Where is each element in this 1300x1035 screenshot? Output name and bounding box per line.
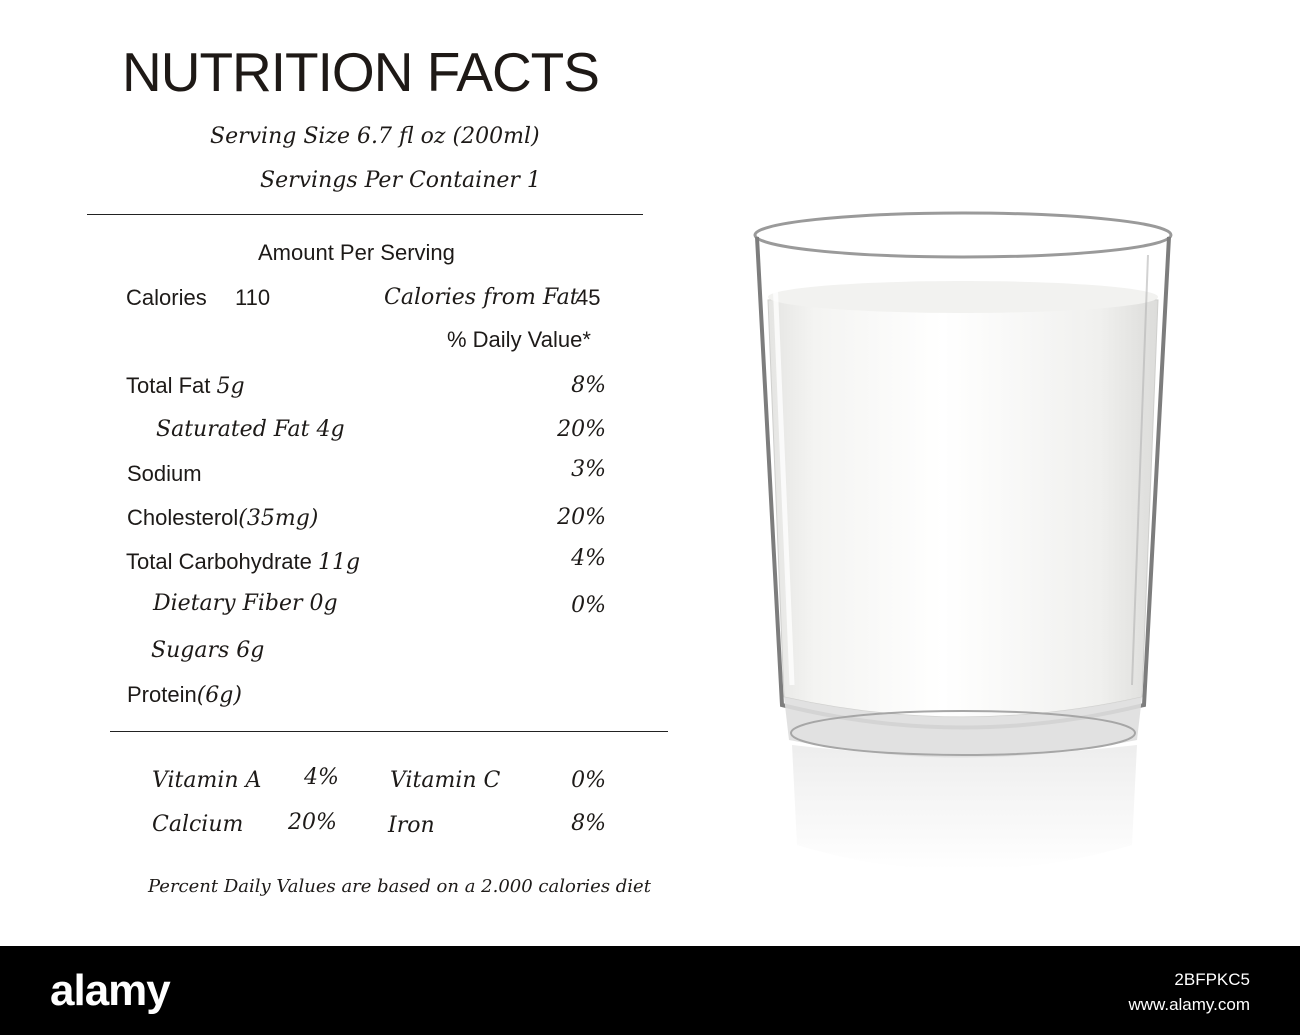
stock-url: www.alamy.com — [1128, 995, 1250, 1014]
vitamin-pct: 8% — [571, 811, 606, 836]
nutrient-name: Protein — [127, 682, 197, 707]
vitamin-pct: 20% — [288, 810, 337, 835]
nutrient-name: Sodium — [127, 461, 202, 486]
stock-logo: alamy — [50, 966, 171, 1015]
vitamin-name: Vitamin C — [390, 768, 501, 793]
vitamin-name: Vitamin A — [152, 768, 262, 793]
nutrient-amount: (35mg) — [238, 506, 319, 531]
nutrient-pct: 20% — [557, 417, 606, 442]
nutrient-amount: 0g — [309, 591, 338, 616]
stock-footer-bar — [0, 946, 1300, 1035]
nutrient-pct: 4% — [571, 546, 606, 571]
nutrient-name: Saturated Fat — [156, 417, 310, 442]
nutrient-row: Cholesterol(35mg) — [127, 505, 318, 531]
nutrient-amount: 5g — [216, 374, 245, 399]
nutrient-amount: 6g — [236, 638, 265, 663]
nutrient-pct: 20% — [557, 505, 606, 530]
nutrient-row: Sugars 6g — [151, 638, 264, 663]
nutrient-name: Dietary Fiber — [153, 591, 303, 616]
nutrient-row: Dietary Fiber 0g — [153, 591, 338, 616]
nutrient-name: Cholesterol — [127, 505, 239, 530]
divider-top — [87, 214, 643, 215]
nutrient-amount: 4g — [316, 417, 345, 442]
nutrient-row: Total Carbohydrate 11g — [126, 549, 360, 575]
calories-from-fat-value: 45 — [576, 285, 601, 310]
nutrient-row: Total Fat 5g — [126, 373, 245, 399]
nutrient-row: Protein(6g) — [127, 682, 242, 708]
nutrient-pct: 8% — [571, 373, 606, 398]
nutrient-name: Sugars — [151, 638, 230, 663]
nutrient-pct: 3% — [571, 457, 606, 482]
divider-bottom — [110, 731, 668, 732]
nutrient-pct: 0% — [571, 593, 606, 618]
amount-per-serving: Amount Per Serving — [258, 240, 455, 265]
vitamin-name: Calcium — [152, 812, 244, 837]
label-title: NUTRITION FACTS — [122, 41, 600, 103]
nutrient-amount: 11g — [318, 550, 361, 575]
daily-value-header: % Daily Value* — [447, 327, 591, 352]
vitamin-name: Iron — [388, 813, 435, 838]
nutrient-row: Saturated Fat 4g — [156, 417, 345, 442]
milk-glass-image — [752, 205, 1174, 885]
calories-value: 110 — [235, 285, 271, 310]
vitamin-pct: 0% — [571, 768, 606, 793]
nutrient-row: Sodium — [127, 461, 202, 487]
stock-image-id: 2BFPKC5 — [1174, 970, 1250, 989]
vitamin-pct: 4% — [304, 765, 339, 790]
serving-size: Serving Size 6.7 fl oz (200ml) — [210, 124, 540, 149]
nutrient-amount: (6g) — [196, 683, 242, 708]
milk-glass-icon — [753, 211, 1173, 870]
servings-per-container: Servings Per Container 1 — [260, 168, 541, 193]
calories-from-fat-label: Calories from Fat — [384, 285, 579, 310]
nutrient-name: Total Carbohydrate — [126, 549, 312, 574]
calories-label: Calories — [126, 285, 207, 310]
footnote: Percent Daily Values are based on a 2.00… — [148, 876, 651, 897]
nutrient-name: Total Fat — [126, 373, 211, 398]
